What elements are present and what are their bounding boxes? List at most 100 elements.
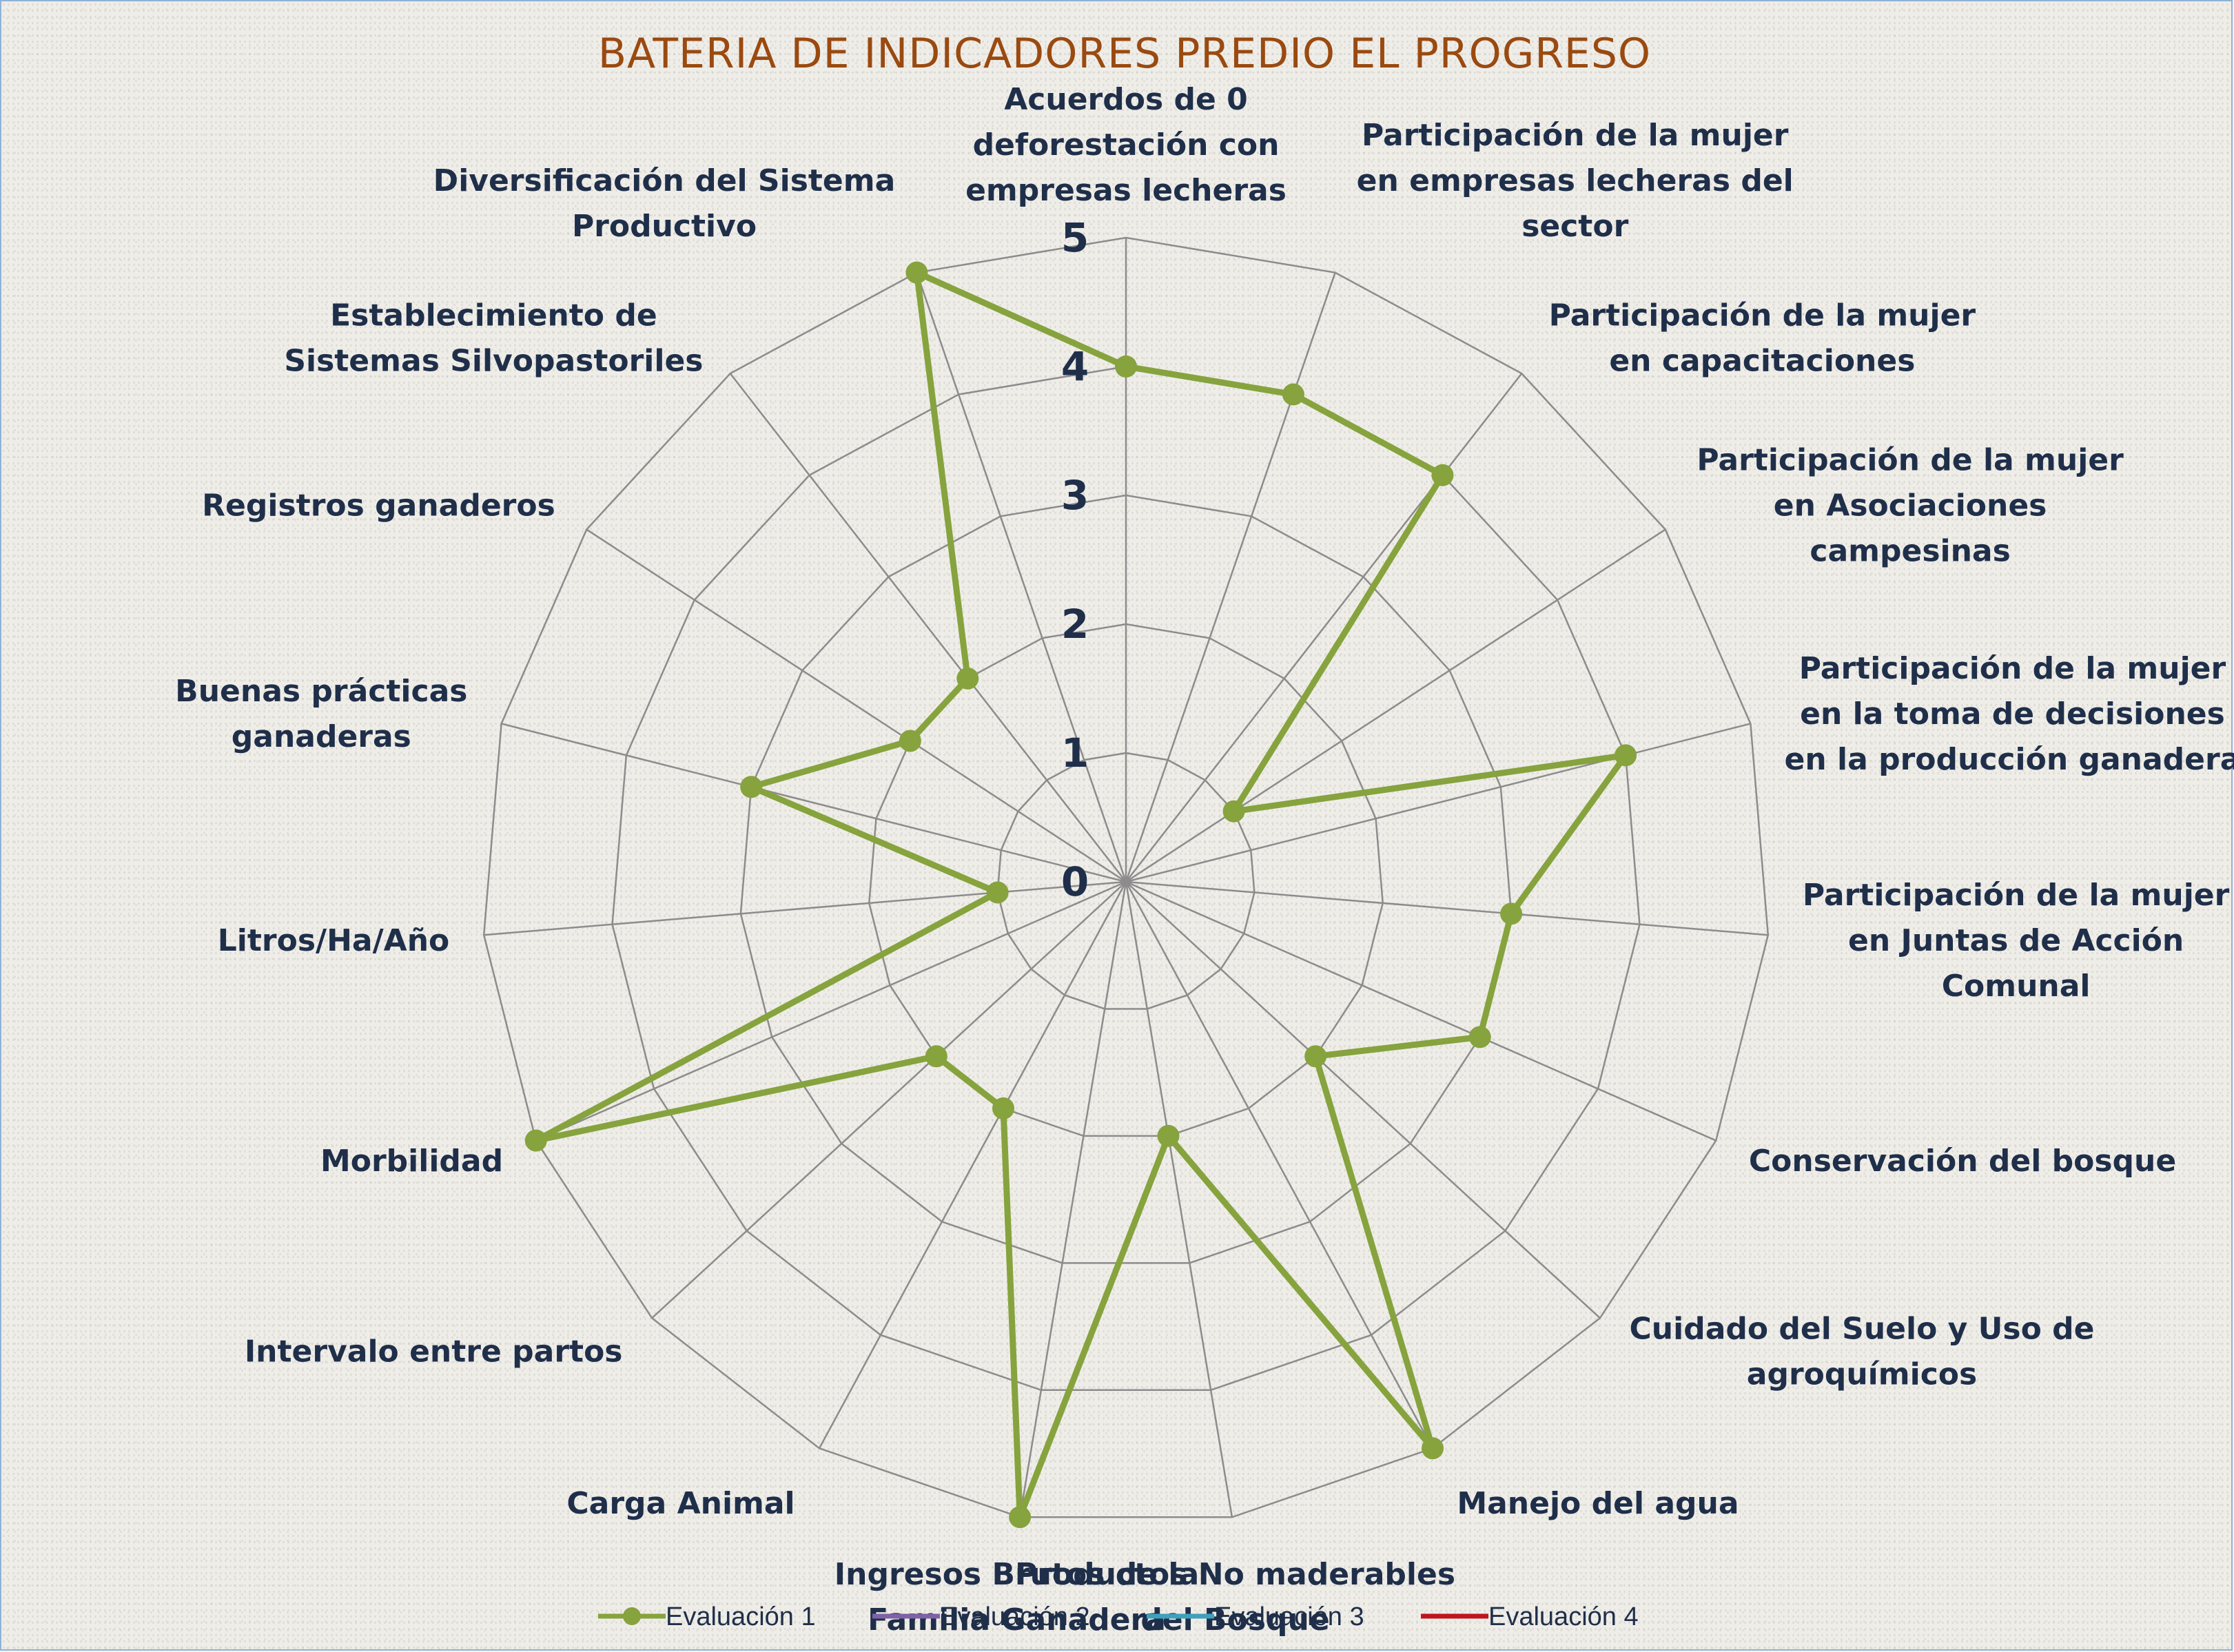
category-label-line: Litros/Ha/Año [218,923,450,958]
axis-spoke [1125,528,1666,883]
category-label-line: Cuidado del Suelo y Uso de [1630,1311,2095,1346]
tick-label: 0 [1061,858,1089,905]
category-label-line: deforestación con [973,127,1280,163]
category-labels: Acuerdos de 0 deforestación con empresas l… [175,82,2234,1638]
data-point [899,730,921,752]
category-label: Participación de la mujer en empresas lec… [1357,118,1794,244]
category-label-line: agroquímicos [1747,1356,1977,1392]
series-layer [524,261,1637,1529]
axis-spoke [651,881,1127,1319]
category-label: Litros/Ha/Año [218,923,450,958]
category-label: Cuidado del Suelo y Uso de agroquímicos [1630,1311,2095,1392]
data-point [740,776,763,798]
category-label-line: sector [1521,209,1628,244]
axis-spoke [1125,373,1523,882]
axis-spoke [535,880,1127,1142]
legend: Evaluación 1 Evaluación 2 Evaluación 3 Eval… [598,1602,1639,1631]
data-point [1282,383,1304,406]
data-point [524,1129,547,1152]
category-label-line: Acuerdos de 0 [1004,82,1248,117]
category-label: Acuerdos de 0 deforestación con empresas l… [965,82,1287,208]
category-label-line: ganaderas [232,719,411,754]
data-point [905,261,928,284]
axis-spoke [1018,881,1127,1518]
category-label: Conservación del bosque [1749,1144,2176,1179]
category-label-line: Productivo [572,209,757,244]
category-label-line: campesinas [1810,533,2010,568]
category-label: Productos No maderables del Bosque [1015,1557,1455,1638]
axis-spoke [1125,881,1434,1449]
category-label-line: Manejo del agua [1457,1486,1739,1521]
axis-spoke [1125,881,1233,1518]
category-label-line: en la producción ganadera [1785,742,2234,777]
category-label-line: Participación de la mujer [1697,442,2124,477]
category-label-line: Establecimiento de [330,298,657,333]
category-label-line: en la toma de decisiones [1800,696,2225,732]
axis-spoke [1125,272,1336,882]
data-point [925,1045,947,1068]
category-label: Participación de la mujer en Asociaciones… [1697,442,2124,568]
category-label-line: en capacitaciones [1609,343,1915,378]
category-label-line: Productos No maderables [1015,1557,1455,1592]
radar-grid [482,236,1770,1518]
tick-label: 1 [1061,730,1089,776]
category-label-line: Participación de la mujer [1803,878,2230,913]
data-point [1500,902,1523,925]
axis-spoke [1125,881,1601,1319]
data-point [1431,464,1454,486]
category-label: Ingresos Brutos de la Familia Ganadera [834,1557,1199,1638]
category-label-line: Comunal [1942,969,2091,1004]
category-label-line: Participación de la mujer [1799,651,2226,686]
axis-spoke [1125,723,1751,883]
category-label-line: Sistemas Silvopastoriles [284,343,703,378]
axis-spoke [484,880,1127,936]
legend-label-4: Evaluación 4 [1488,1602,1639,1631]
tick-label: 3 [1061,472,1089,519]
data-point [986,881,1009,904]
category-label: Participación de la mujer en capacitacion… [1549,298,1976,378]
axis-spoke [916,272,1127,882]
category-label: Manejo del agua [1457,1486,1739,1521]
category-label-line: empresas lecheras [965,173,1287,208]
data-point [1422,1437,1444,1460]
category-label: Participación de la mujer en Juntas de Ac… [1803,878,2230,1004]
category-label: Carga Animal [566,1486,795,1521]
category-label-line: en Juntas de Acción [1848,923,2184,958]
category-label-line: Carga Animal [566,1486,795,1521]
category-label: Diversificación del Sistema Productivo [433,163,896,244]
chart-title: BATERIA DE INDICADORES PREDIO EL PROGRES… [598,30,1651,78]
axis-spoke [729,373,1127,882]
data-point [1304,1045,1327,1068]
data-point [956,667,979,690]
data-point [1115,355,1137,378]
axis-spoke [501,723,1127,883]
category-label: Registros ganaderos [202,488,555,523]
data-point [1615,744,1637,767]
category-label: Establecimiento de Sistemas Silvopastoril… [284,298,703,378]
legend-label-1: Evaluación 1 [666,1602,816,1631]
legend-marker [623,1607,641,1625]
grid-ring [868,623,1384,1137]
category-label-line: Intervalo entre partos [245,1334,623,1369]
data-point [1468,1026,1491,1049]
data-point [1009,1506,1032,1529]
axis-spoke [586,528,1127,883]
axis-spoke [1125,880,1717,1142]
category-label-line: en Asociaciones [1774,488,2047,523]
data-point [1222,800,1245,823]
category-label-line: del Bosque [1140,1602,1329,1638]
axis-spoke [818,881,1127,1449]
category-label: Intervalo entre partos [245,1334,623,1369]
category-label-line: Participación de la mujer [1362,118,1789,153]
grid-ring [482,236,1770,1518]
category-label-line: Participación de la mujer [1549,298,1976,333]
category-label-line: Conservación del bosque [1749,1144,2176,1179]
tick-label: 2 [1061,601,1089,648]
category-label: Buenas prácticas ganaderas [175,674,467,754]
category-label-line: en empresas lecheras del [1357,163,1794,198]
legend-label-2: Evaluación 2 [940,1602,1090,1631]
category-label-line: Familia Ganadera [868,1602,1166,1638]
